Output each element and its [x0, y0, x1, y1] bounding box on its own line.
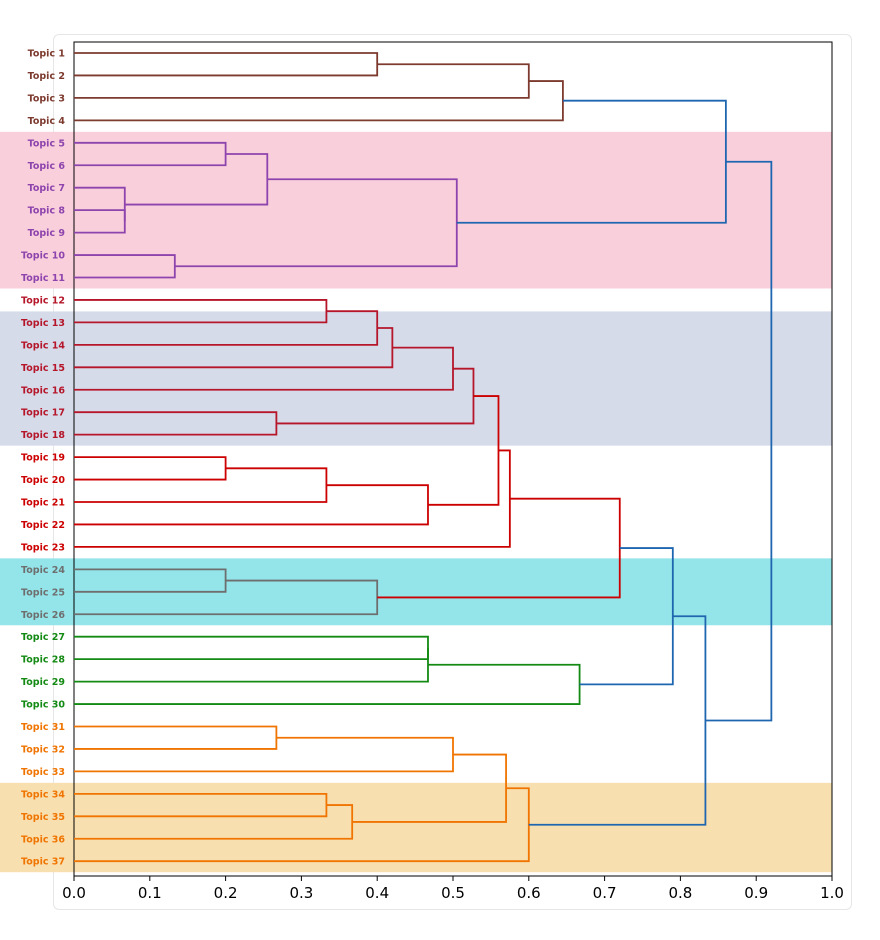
leaf-label: Topic 36 [21, 834, 65, 845]
leaf-label: Topic 26 [21, 610, 65, 621]
dendrogram-link [74, 63, 530, 99]
leaf-label: Topic 8 [28, 206, 66, 217]
dendrogram-link [74, 52, 379, 77]
dendrogram-link [74, 484, 429, 526]
leaf-label: Topic 32 [21, 744, 65, 755]
leaf-label: Topic 13 [21, 318, 65, 329]
leaf-label: Topic 27 [21, 632, 65, 643]
leaf-label: Topic 6 [28, 161, 66, 172]
highlight-band-1 [0, 131, 832, 289]
leaf-label: Topic 31 [21, 722, 65, 733]
leaf-label: Topic 15 [21, 363, 65, 374]
leaf-label: Topic 1 [28, 49, 65, 60]
x-tick-label: 0.0 [62, 884, 86, 902]
leaf-label: Topic 20 [21, 475, 65, 486]
leaf-label: Topic 21 [21, 498, 65, 509]
leaf-label: Topic 23 [21, 542, 65, 553]
x-tick-label: 0.1 [138, 884, 162, 902]
dendrogram-link [74, 186, 126, 222]
dendrogram-link [74, 80, 564, 122]
leaf-label: Topic 7 [28, 183, 65, 194]
dendrogram-link [74, 647, 429, 683]
x-tick-label: 0.6 [517, 884, 541, 902]
x-tick-label: 0.3 [289, 884, 313, 902]
leaf-label: Topic 33 [21, 767, 65, 778]
dendrogram-link [74, 467, 328, 503]
x-tick-label: 0.5 [441, 884, 465, 902]
leaf-label: Topic 28 [21, 655, 65, 666]
leaf-label: Topic 3 [28, 93, 65, 104]
leaf-label: Topic 35 [21, 812, 65, 823]
dendrogram-link [74, 449, 511, 548]
dendrogram-link [74, 736, 454, 773]
dendrogram-link [74, 635, 429, 661]
leaf-label: Topic 9 [28, 228, 65, 239]
leaf-label: Topic 12 [21, 295, 65, 306]
leaf-label: Topic 24 [21, 565, 65, 576]
x-tick-label: 0.2 [214, 884, 238, 902]
x-tick-label: 0.9 [744, 884, 768, 902]
leaf-label: Topic 2 [28, 71, 65, 82]
highlight-band-4 [0, 782, 832, 873]
leaf-label: Topic 25 [21, 587, 65, 598]
leaf-label: Topic 17 [21, 408, 65, 419]
dendrogram-link [705, 160, 773, 722]
dendrogram-link [74, 663, 581, 705]
x-tick-label: 1.0 [820, 884, 844, 902]
leaf-label: Topic 10 [21, 251, 65, 262]
x-tick-label: 0.8 [668, 884, 692, 902]
leaf-label: Topic 5 [28, 138, 65, 149]
leaf-label: Topic 29 [21, 677, 65, 688]
leaf-label: Topic 18 [21, 430, 65, 441]
dendrogram-link [74, 725, 278, 750]
leaf-label: Topic 22 [21, 520, 65, 531]
leaf-label: Topic 37 [21, 857, 65, 868]
leaf-label: Topic 11 [21, 273, 65, 284]
x-tick-label: 0.7 [593, 884, 617, 902]
leaf-label: Topic 34 [21, 789, 65, 800]
leaf-label: Topic 4 [28, 116, 66, 127]
leaf-label: Topic 14 [21, 340, 65, 351]
leaf-label: Topic 16 [21, 385, 65, 396]
x-tick-label: 0.4 [365, 884, 389, 902]
leaf-label: Topic 19 [21, 453, 65, 464]
highlight-band-2 [0, 311, 832, 446]
leaf-label: Topic 30 [21, 700, 65, 711]
dendrogram-link [74, 456, 227, 481]
